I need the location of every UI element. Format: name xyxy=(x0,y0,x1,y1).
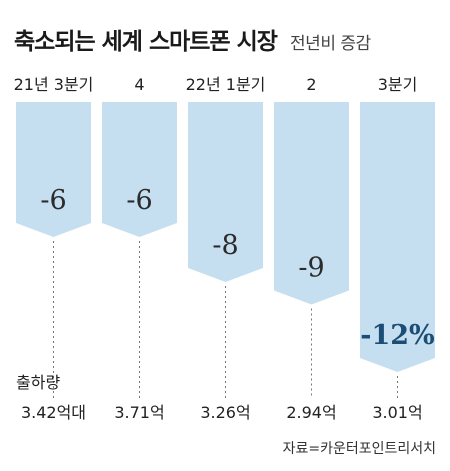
shipment-value-5: 3.01억 xyxy=(372,403,422,422)
bar-3 xyxy=(188,102,263,282)
bar-4 xyxy=(274,102,349,305)
bar-1 xyxy=(16,102,91,237)
value-label-5: -12% xyxy=(360,320,434,351)
value-label-1: -6 xyxy=(40,185,66,216)
category-label-2: 4 xyxy=(134,75,144,94)
title-row: 축소되는 세계 스마트폰 시장 전년비 증감 xyxy=(14,22,371,56)
bars xyxy=(16,102,435,372)
value-label-4: -9 xyxy=(298,253,324,284)
shipment-value-3: 3.26억 xyxy=(200,403,250,422)
category-label-3: 22년 1분기 xyxy=(186,75,266,94)
source-note: 자료=카운터포인트리서치 xyxy=(283,441,436,457)
category-label-1: 21년 3분기 xyxy=(14,75,94,94)
shipment-value-2: 3.71억 xyxy=(114,403,164,422)
chart-subtitle: 전년비 증감 xyxy=(290,34,371,54)
labels: 21년 3분기 -6 3.42억대 4 -6 3.71억 22년 1분기 -8 3.26억 2 -9… xyxy=(14,75,435,422)
value-label-2: -6 xyxy=(126,185,152,216)
category-label-4: 2 xyxy=(306,75,316,94)
shipments-label: 출하량 xyxy=(16,373,60,392)
shipment-value-4: 2.94억 xyxy=(286,403,336,422)
shipment-value-1: 3.42억대 xyxy=(21,403,86,422)
chart-title: 축소되는 세계 스마트폰 시장 xyxy=(14,29,278,55)
value-label-3: -8 xyxy=(212,230,238,261)
category-label-5: 3분기 xyxy=(378,75,418,94)
bar-2 xyxy=(102,102,177,237)
bar-5 xyxy=(360,102,435,372)
